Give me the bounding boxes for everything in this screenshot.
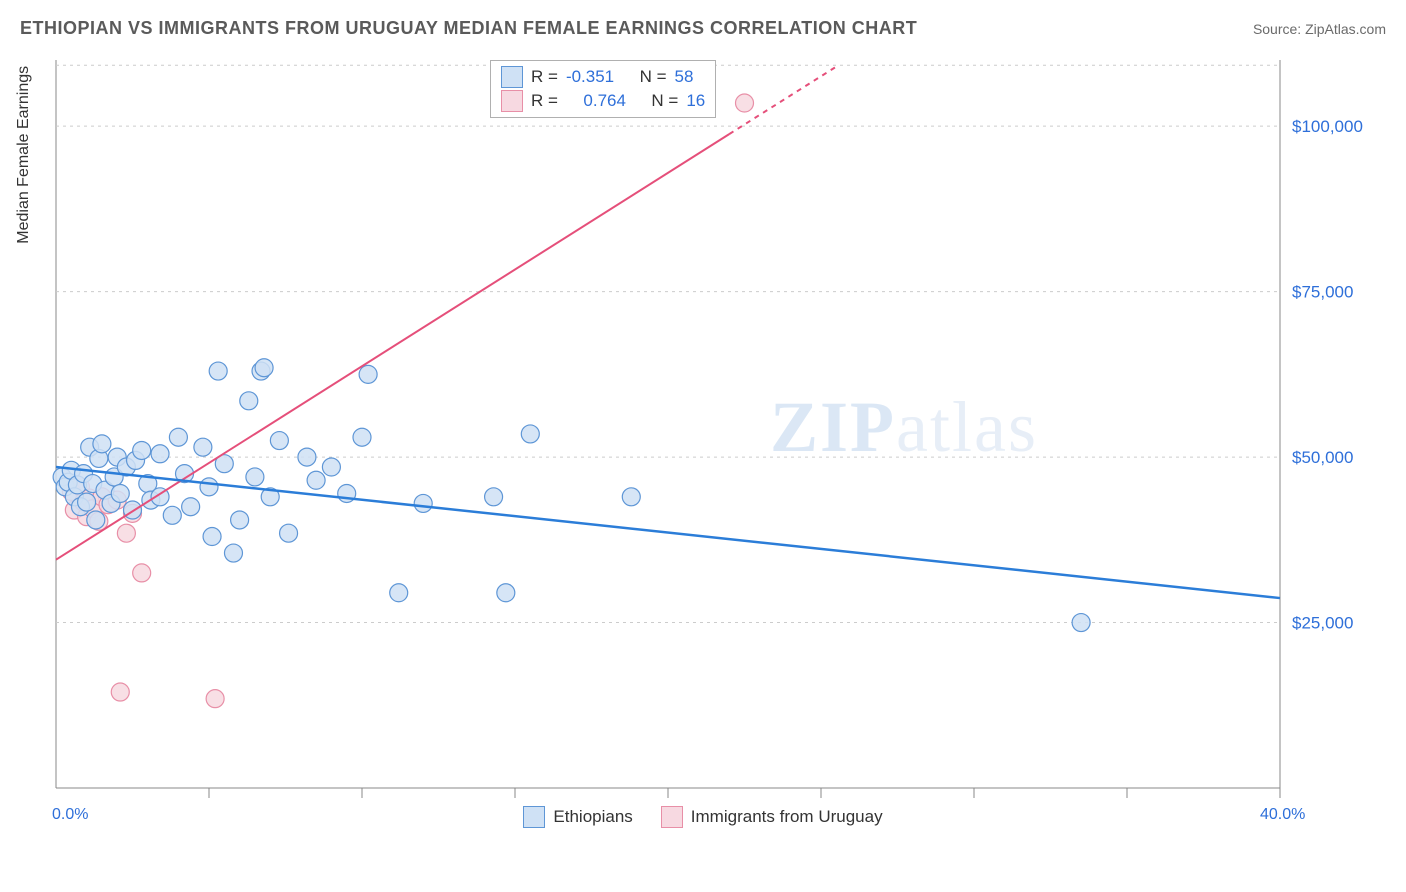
chart-svg: $25,000 $50,000 $75,000 $100,000 bbox=[50, 56, 1380, 816]
legend-item-uruguay: Immigrants from Uruguay bbox=[661, 806, 883, 828]
y-axis-label: Median Female Earnings bbox=[15, 0, 33, 535]
source-label: Source: ZipAtlas.com bbox=[1253, 21, 1386, 37]
svg-text:$25,000: $25,000 bbox=[1292, 614, 1353, 633]
legend-label: Immigrants from Uruguay bbox=[691, 807, 883, 827]
swatch-pink bbox=[501, 90, 523, 112]
bottom-legend: Ethiopians Immigrants from Uruguay bbox=[0, 806, 1406, 828]
stat-row-uruguay: R = 0.764 N = 16 bbox=[501, 89, 705, 113]
swatch-blue bbox=[501, 66, 523, 88]
svg-text:$50,000: $50,000 bbox=[1292, 448, 1353, 467]
swatch-blue bbox=[523, 806, 545, 828]
stat-row-ethiopians: R = -0.351 N = 58 bbox=[501, 65, 705, 89]
plot-area: $25,000$50,000$75,000$100,000 ZIPatlas R… bbox=[50, 56, 1380, 816]
legend-item-ethiopians: Ethiopians bbox=[523, 806, 632, 828]
svg-text:$75,000: $75,000 bbox=[1292, 283, 1353, 302]
legend-label: Ethiopians bbox=[553, 807, 632, 827]
stat-legend: R = -0.351 N = 58 R = 0.764 N = 16 bbox=[490, 60, 716, 118]
svg-text:$100,000: $100,000 bbox=[1292, 117, 1363, 136]
swatch-pink bbox=[661, 806, 683, 828]
chart-title: ETHIOPIAN VS IMMIGRANTS FROM URUGUAY MED… bbox=[20, 18, 917, 39]
